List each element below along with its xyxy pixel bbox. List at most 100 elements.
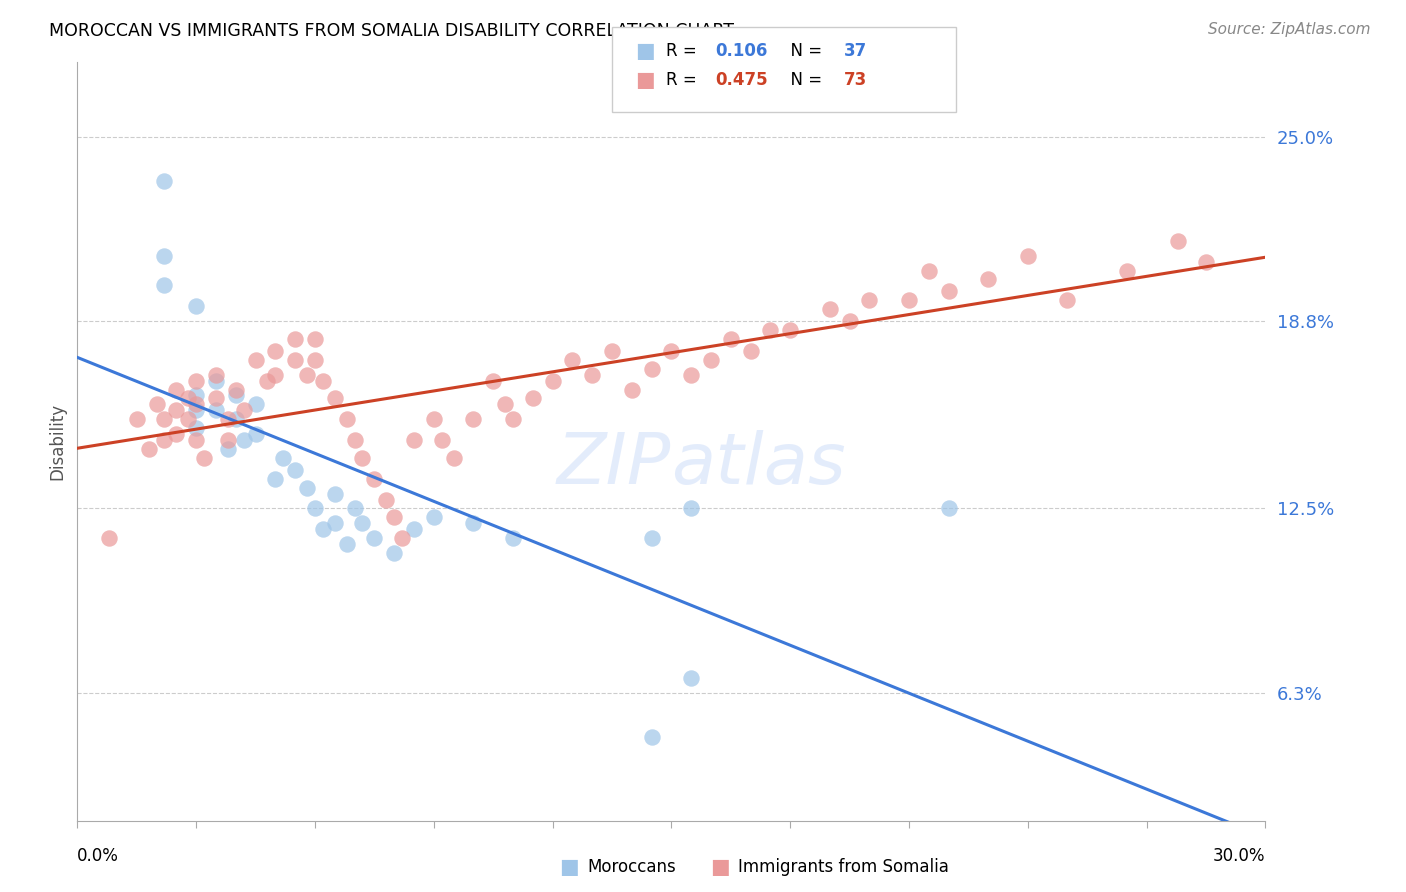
Text: 0.106: 0.106 <box>716 42 768 60</box>
Point <box>740 343 762 358</box>
Point <box>186 433 208 447</box>
Point <box>522 392 544 406</box>
Point <box>205 403 228 417</box>
Point <box>681 671 703 685</box>
Text: 0.475: 0.475 <box>716 71 768 89</box>
Point <box>336 412 359 426</box>
Point <box>430 433 453 447</box>
Point <box>343 501 366 516</box>
Point <box>402 522 425 536</box>
Point <box>977 272 1000 286</box>
Point <box>681 501 703 516</box>
Point <box>759 323 782 337</box>
Text: ■: ■ <box>636 41 655 61</box>
Point <box>818 302 841 317</box>
Point <box>153 278 176 293</box>
Point <box>352 516 374 531</box>
Point <box>186 388 208 402</box>
Text: N =: N = <box>780 71 828 89</box>
Point <box>145 397 167 411</box>
Point <box>205 392 228 406</box>
Point <box>858 293 880 308</box>
Point <box>295 368 318 382</box>
Point <box>700 352 723 367</box>
Point <box>271 450 294 465</box>
Point <box>482 374 505 388</box>
Point <box>382 510 405 524</box>
Point <box>463 516 485 531</box>
Point <box>264 343 287 358</box>
Point <box>165 383 187 397</box>
Text: Source: ZipAtlas.com: Source: ZipAtlas.com <box>1208 22 1371 37</box>
Text: MOROCCAN VS IMMIGRANTS FROM SOMALIA DISABILITY CORRELATION CHART: MOROCCAN VS IMMIGRANTS FROM SOMALIA DISA… <box>49 22 734 40</box>
Point <box>125 412 148 426</box>
Point <box>138 442 160 456</box>
Point <box>193 450 215 465</box>
Text: Moroccans: Moroccans <box>588 858 676 876</box>
Point <box>186 421 208 435</box>
Point <box>681 368 703 382</box>
Point <box>205 374 228 388</box>
Point <box>640 731 662 745</box>
Point <box>153 412 176 426</box>
Text: ■: ■ <box>710 857 730 877</box>
Point <box>245 352 267 367</box>
Point <box>661 343 683 358</box>
Point <box>375 492 398 507</box>
Point <box>502 531 524 545</box>
Point <box>177 392 200 406</box>
Point <box>217 442 239 456</box>
Point <box>98 531 121 545</box>
Point <box>225 412 247 426</box>
Point <box>938 501 960 516</box>
Text: ■: ■ <box>560 857 579 877</box>
Point <box>225 383 247 397</box>
Point <box>838 314 860 328</box>
Point <box>779 323 801 337</box>
Point <box>720 332 742 346</box>
Point <box>153 249 176 263</box>
Point <box>352 450 374 465</box>
Point <box>186 397 208 411</box>
Point <box>363 531 385 545</box>
Point <box>443 450 465 465</box>
Point <box>177 412 200 426</box>
Text: R =: R = <box>666 42 703 60</box>
Point <box>918 263 941 277</box>
Point <box>153 433 176 447</box>
Point <box>165 427 187 442</box>
Text: ZIP: ZIP <box>557 430 672 499</box>
Point <box>640 361 662 376</box>
Point <box>402 433 425 447</box>
Point <box>363 472 385 486</box>
Point <box>245 397 267 411</box>
Text: atlas: atlas <box>672 430 846 499</box>
Text: Immigrants from Somalia: Immigrants from Somalia <box>738 858 949 876</box>
Point <box>898 293 921 308</box>
Point <box>284 332 307 346</box>
Point <box>323 392 346 406</box>
Point <box>938 285 960 299</box>
Point <box>312 374 335 388</box>
Text: ■: ■ <box>636 70 655 90</box>
Point <box>264 368 287 382</box>
Point <box>284 463 307 477</box>
Point <box>640 531 662 545</box>
Point <box>295 481 318 495</box>
Point <box>186 374 208 388</box>
Point <box>343 433 366 447</box>
Point <box>561 352 583 367</box>
Point <box>256 374 278 388</box>
Point <box>502 412 524 426</box>
Point <box>1017 249 1039 263</box>
Point <box>312 522 335 536</box>
Point <box>165 403 187 417</box>
Y-axis label: Disability: Disability <box>48 403 66 480</box>
Point <box>1167 234 1189 248</box>
Point <box>304 352 326 367</box>
Point <box>423 412 446 426</box>
Point <box>600 343 623 358</box>
Point <box>323 486 346 500</box>
Point <box>336 537 359 551</box>
Point <box>284 352 307 367</box>
